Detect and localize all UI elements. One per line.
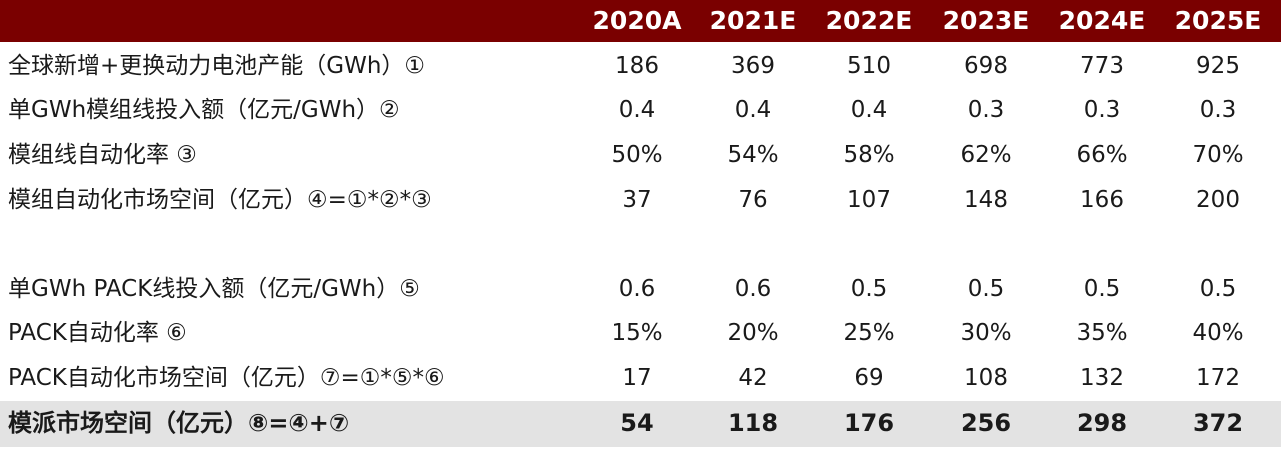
header-year: 2020A bbox=[592, 6, 682, 35]
cell-value: 186 bbox=[615, 53, 659, 79]
cell-value: 0.6 bbox=[734, 276, 772, 302]
row-label: 全球新增+更换动力电池产能（GWh）① bbox=[8, 53, 426, 79]
cell-value: 132 bbox=[1080, 365, 1124, 391]
cell-value: 50% bbox=[611, 142, 663, 168]
cell-value: 0.5 bbox=[1199, 276, 1237, 302]
cell-value: 35% bbox=[1076, 320, 1128, 346]
cell-value: 698 bbox=[964, 53, 1008, 79]
cell-value: 30% bbox=[960, 320, 1012, 346]
cell-value: 166 bbox=[1080, 187, 1124, 213]
cell-value: 69 bbox=[854, 365, 884, 391]
row-label: PACK自动化率 ⑥ bbox=[8, 320, 187, 346]
cell-value: 0.4 bbox=[734, 97, 772, 123]
cell-value: 256 bbox=[960, 409, 1012, 437]
cell-value: 773 bbox=[1080, 53, 1124, 79]
row-label: 单GWh PACK线投入额（亿元/GWh）⑤ bbox=[8, 276, 420, 302]
table-row: 全球新增+更换动力电池产能（GWh）① 186 369 510 698 773 … bbox=[0, 44, 1281, 89]
cell-value: 925 bbox=[1196, 53, 1240, 79]
header-year: 2021E bbox=[709, 6, 797, 35]
cell-value: 172 bbox=[1196, 365, 1240, 391]
cell-value: 372 bbox=[1192, 409, 1244, 437]
row-label: 模组线自动化率 ③ bbox=[8, 142, 197, 168]
cell-value: 54 bbox=[620, 409, 654, 437]
cell-value: 148 bbox=[964, 187, 1008, 213]
cell-value: 15% bbox=[611, 320, 663, 346]
row-label: PACK自动化市场空间（亿元）⑦=①*⑤*⑥ bbox=[8, 365, 445, 391]
table-row-total: 模派市场空间（亿元）⑧=④+⑦ 54 118 176 256 298 372 bbox=[0, 401, 1281, 447]
cell-value: 108 bbox=[964, 365, 1008, 391]
cell-value: 176 bbox=[843, 409, 895, 437]
header-year: 2023E bbox=[942, 6, 1030, 35]
row-label: 模派市场空间（亿元）⑧=④+⑦ bbox=[8, 409, 350, 437]
cell-value: 37 bbox=[622, 187, 652, 213]
table-row: 单GWh模组线投入额（亿元/GWh）② 0.4 0.4 0.4 0.3 0.3 … bbox=[0, 88, 1281, 133]
cell-value: 200 bbox=[1196, 187, 1240, 213]
header-year: 2024E bbox=[1058, 6, 1146, 35]
row-label: 单GWh模组线投入额（亿元/GWh）② bbox=[8, 97, 400, 123]
table-header: 2020A 2021E 2022E 2023E 2024E 2025E bbox=[0, 0, 1281, 42]
cell-value: 0.5 bbox=[850, 276, 888, 302]
cell-value: 0.4 bbox=[618, 97, 656, 123]
table-row: 模组线自动化率 ③ 50% 54% 58% 62% 66% 70% bbox=[0, 133, 1281, 178]
cell-value: 0.3 bbox=[1083, 97, 1121, 123]
cell-value: 0.5 bbox=[967, 276, 1005, 302]
cell-value: 0.5 bbox=[1083, 276, 1121, 302]
cell-value: 298 bbox=[1076, 409, 1128, 437]
cell-value: 0.4 bbox=[850, 97, 888, 123]
cell-value: 62% bbox=[960, 142, 1012, 168]
cell-value: 0.6 bbox=[618, 276, 656, 302]
cell-value: 40% bbox=[1192, 320, 1244, 346]
table-row: 单GWh PACK线投入额（亿元/GWh）⑤ 0.6 0.6 0.5 0.5 0… bbox=[0, 267, 1281, 312]
cell-value: 369 bbox=[731, 53, 775, 79]
cell-value: 20% bbox=[727, 320, 779, 346]
cell-value: 0.3 bbox=[967, 97, 1005, 123]
cell-value: 42 bbox=[738, 365, 768, 391]
cell-value: 58% bbox=[843, 142, 895, 168]
table-row: PACK自动化率 ⑥ 15% 20% 25% 30% 35% 40% bbox=[0, 311, 1281, 356]
cell-value: 66% bbox=[1076, 142, 1128, 168]
cell-value: 0.3 bbox=[1199, 97, 1237, 123]
row-label: 模组自动化市场空间（亿元）④=①*②*③ bbox=[8, 187, 432, 213]
cell-value: 118 bbox=[727, 409, 779, 437]
cell-value: 25% bbox=[843, 320, 895, 346]
cell-value: 510 bbox=[847, 53, 891, 79]
cell-value: 17 bbox=[622, 365, 652, 391]
cell-value: 54% bbox=[727, 142, 779, 168]
table-row: 模组自动化市场空间（亿元）④=①*②*③ 37 76 107 148 166 2… bbox=[0, 178, 1281, 223]
cell-value: 70% bbox=[1192, 142, 1244, 168]
header-year: 2022E bbox=[825, 6, 913, 35]
table-row: PACK自动化市场空间（亿元）⑦=①*⑤*⑥ 17 42 69 108 132 … bbox=[0, 356, 1281, 401]
header-year: 2025E bbox=[1174, 6, 1262, 35]
cell-value: 107 bbox=[847, 187, 891, 213]
cell-value: 76 bbox=[738, 187, 768, 213]
